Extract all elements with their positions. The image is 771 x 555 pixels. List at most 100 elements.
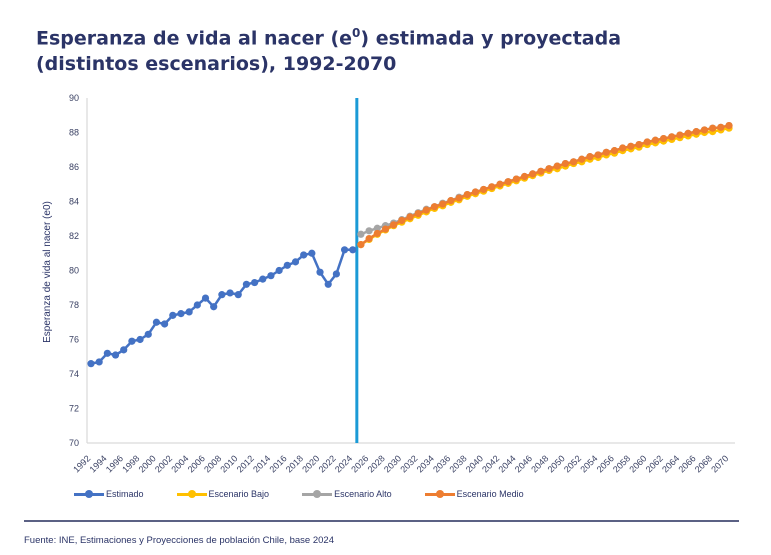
- title-main: Esperanza de vida al nacer (e: [36, 27, 353, 50]
- x-tick-label: 2034: [415, 453, 436, 474]
- data-point: [545, 165, 553, 173]
- legend-label: Estimado: [106, 489, 144, 499]
- data-point: [259, 275, 267, 283]
- x-tick-label: 2004: [169, 453, 190, 474]
- series-line-escenario-medio: [360, 124, 730, 246]
- y-tick-label: 74: [69, 369, 79, 379]
- data-point: [651, 136, 659, 144]
- legend-swatch: [176, 488, 207, 500]
- legend-label: Escenario Alto: [334, 489, 392, 499]
- data-point: [676, 131, 684, 139]
- data-point: [349, 246, 357, 254]
- legend: Estimado Escenario Bajo Escenario Alto Esce…: [74, 488, 557, 500]
- x-tick-label: 2024: [333, 453, 354, 474]
- y-axis-label: Esperanza de vida al nacer (e0): [42, 201, 53, 343]
- legend-label: Escenario Medio: [456, 489, 524, 499]
- x-tick-label: 1996: [104, 453, 125, 474]
- x-tick-label: 2066: [676, 453, 697, 474]
- data-point: [373, 224, 381, 232]
- series-estimado: [87, 246, 357, 368]
- y-tick-label: 76: [69, 335, 79, 345]
- y-tick-label: 84: [69, 197, 79, 207]
- data-point: [463, 191, 471, 199]
- data-point: [87, 360, 95, 368]
- data-point: [144, 330, 152, 338]
- data-point: [684, 129, 692, 137]
- x-tick-label: 2054: [578, 453, 599, 474]
- x-tick-label: 2028: [366, 453, 387, 474]
- x-tick-label: 2032: [398, 453, 419, 474]
- data-point: [250, 278, 259, 287]
- y-tick-label: 86: [69, 162, 79, 172]
- data-point: [496, 180, 504, 188]
- legend-item-escenario-alto: Escenario Alto: [302, 488, 392, 500]
- data-point: [610, 147, 619, 155]
- data-point: [316, 268, 324, 276]
- x-tick-label: 1992: [71, 453, 92, 474]
- data-point: [218, 291, 226, 299]
- x-tick-label: 2006: [186, 453, 207, 474]
- data-point: [95, 358, 103, 366]
- data-point: [717, 123, 725, 131]
- y-tick-label: 82: [69, 231, 79, 241]
- y-tick-label: 88: [69, 128, 79, 138]
- x-tick-label: 2050: [546, 453, 567, 474]
- data-point: [488, 183, 496, 191]
- data-point: [398, 216, 406, 225]
- x-tick-label: 2012: [235, 453, 256, 474]
- data-point: [357, 230, 365, 238]
- x-tick-label: 2042: [480, 453, 501, 474]
- y-tick-label: 72: [69, 404, 79, 414]
- legend-swatch: [74, 488, 104, 500]
- data-point: [267, 272, 275, 280]
- data-point: [357, 241, 365, 249]
- legend-swatch: [302, 488, 333, 500]
- x-tick-label: 2000: [137, 453, 158, 474]
- x-tick-label: 2052: [562, 453, 583, 474]
- data-point: [439, 200, 447, 208]
- data-point: [210, 303, 218, 311]
- x-tick-label: 2010: [218, 453, 239, 474]
- data-point: [430, 203, 439, 211]
- data-point: [234, 291, 242, 299]
- y-tick-label: 70: [69, 438, 79, 448]
- y-tick-label: 78: [69, 300, 79, 310]
- data-point: [373, 229, 381, 238]
- data-point: [480, 185, 488, 194]
- series-group: [87, 122, 733, 368]
- y-axis-label-text: Esperanza de vida al nacer (e0): [42, 201, 53, 343]
- x-tick-label: 2038: [447, 453, 468, 474]
- series-line-estimado: [90, 248, 353, 365]
- x-tick-label: 2030: [382, 453, 403, 474]
- series-escenario-medio: [357, 122, 733, 249]
- data-point: [177, 310, 185, 318]
- data-point: [111, 351, 120, 359]
- axes: 7072747678808284868890199219941996199820…: [69, 93, 735, 475]
- legend-swatch: [424, 488, 455, 500]
- data-point: [169, 311, 177, 319]
- data-point: [529, 170, 537, 178]
- series-escenario-bajo: [357, 124, 733, 249]
- x-tick-label: 2016: [267, 453, 288, 474]
- data-point: [553, 162, 561, 170]
- data-point: [512, 175, 520, 183]
- x-tick-label: 2002: [153, 453, 174, 474]
- x-tick-label: 2058: [611, 453, 632, 474]
- x-tick-label: 1994: [88, 453, 109, 474]
- footer-divider: [24, 520, 739, 522]
- data-point: [504, 178, 512, 186]
- x-tick-label: 2070: [709, 453, 730, 474]
- data-point: [275, 266, 283, 275]
- data-point: [627, 142, 635, 150]
- data-point: [447, 197, 455, 205]
- data-point: [283, 261, 291, 269]
- title-superscript: 0: [352, 26, 361, 40]
- data-point: [537, 167, 545, 175]
- title-rest: ) estimada y proyectada: [360, 27, 622, 50]
- data-point: [594, 151, 602, 159]
- data-point: [152, 318, 161, 326]
- data-point: [136, 335, 144, 344]
- x-tick-label: 2056: [595, 453, 616, 474]
- x-tick-label: 2064: [660, 453, 681, 474]
- source-note: Fuente: INE, Estimaciones y Proyecciones…: [24, 535, 334, 546]
